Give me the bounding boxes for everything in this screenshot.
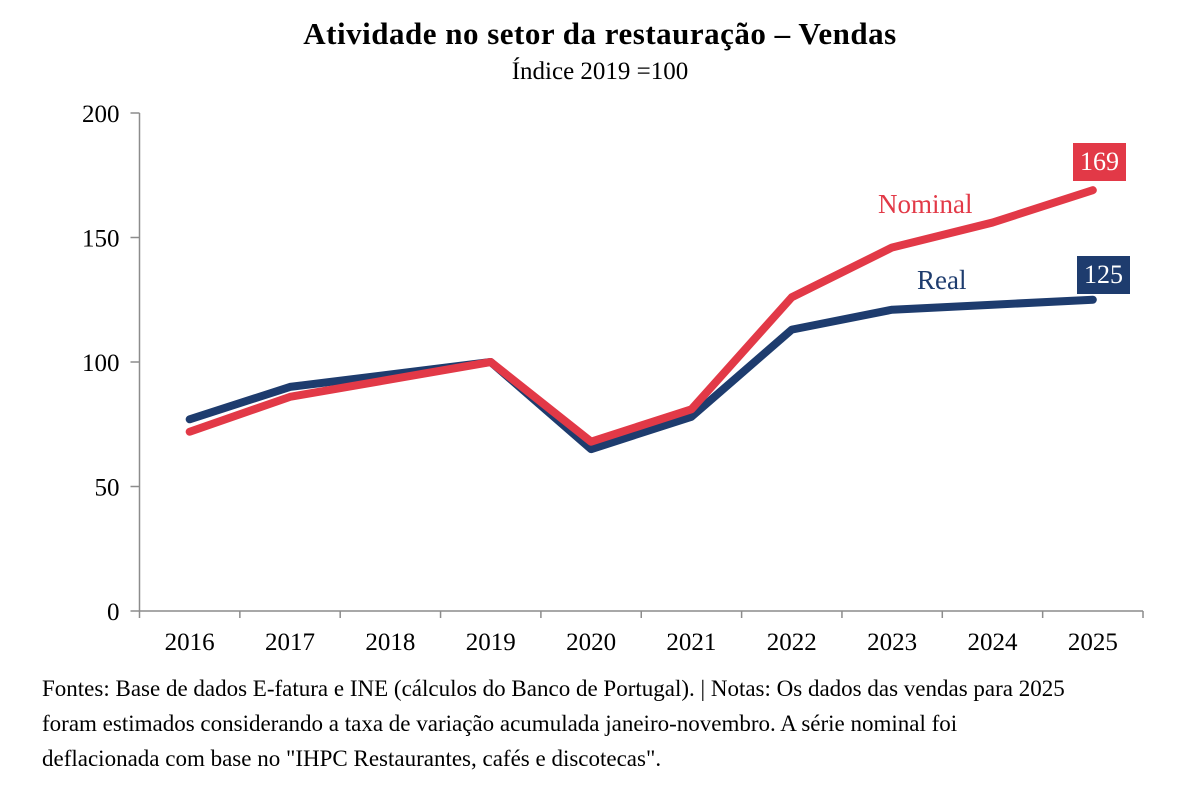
chart-subtitle: Índice 2019 =100: [511, 58, 689, 85]
footnote-line: deflacionada com base no "IHPC Restauran…: [42, 746, 662, 771]
x-tick-label: 2024: [967, 629, 1018, 656]
x-tick-label: 2019: [466, 629, 516, 656]
chart-title: Atividade no setor da restauração – Vend…: [303, 16, 897, 51]
series-label-nominal: Nominal: [878, 189, 973, 219]
y-tick-label: 100: [82, 350, 120, 377]
footnote-line: Fontes: Base de dados E-fatura e INE (cá…: [42, 676, 1065, 701]
footnote: Fontes: Base de dados E-fatura e INE (cá…: [42, 671, 1182, 776]
series-line-nominal: [185, 186, 1097, 446]
y-tick-label: 0: [107, 599, 120, 626]
x-tick-label: 2016: [165, 629, 215, 656]
footnote-line: foram estimados considerando a taxa de v…: [42, 711, 958, 736]
x-tick-label: 2022: [767, 629, 817, 656]
x-tick-label: 2018: [365, 629, 415, 656]
end-value-nominal: 169: [1073, 143, 1126, 181]
y-tick-label: 200: [82, 101, 120, 128]
x-tick-label: 2017: [265, 629, 315, 656]
x-tick-label: 2021: [666, 629, 716, 656]
x-tick-label: 2020: [566, 629, 616, 656]
series-line-real: [185, 295, 1097, 454]
series-label-real: Real: [917, 265, 967, 295]
x-tick-label: 2025: [1068, 629, 1118, 656]
x-tick-label: 2023: [867, 629, 917, 656]
y-tick-label: 150: [82, 226, 120, 253]
axis-lines: [138, 113, 1143, 612]
end-value-real: 125: [1077, 256, 1130, 294]
y-tick-label: 50: [95, 475, 120, 502]
